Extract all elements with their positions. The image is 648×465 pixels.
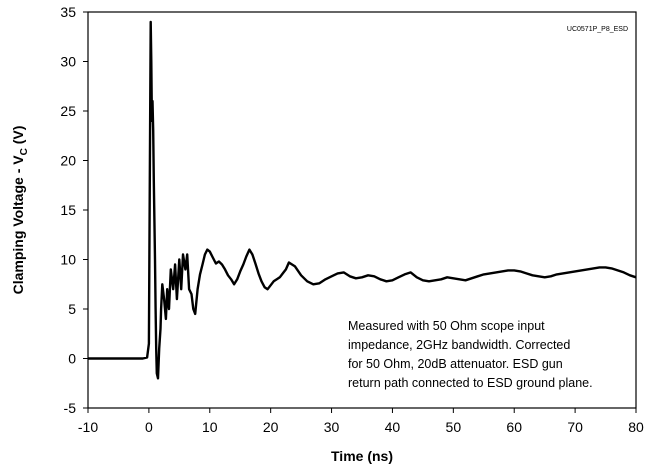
annotation-line-2: impedance, 2GHz bandwidth. Corrected bbox=[348, 338, 570, 352]
y-axis-ticks: -5 0 5 10 15 20 25 30 35 bbox=[60, 4, 88, 416]
x-tick-label: 70 bbox=[567, 419, 583, 435]
x-tick-label: 0 bbox=[145, 419, 153, 435]
y-tick-label: 15 bbox=[60, 202, 76, 218]
x-tick-label: 40 bbox=[385, 419, 401, 435]
y-axis-title-main: Clamping Voltage - V bbox=[10, 155, 26, 295]
x-axis-title: Time (ns) bbox=[331, 448, 393, 464]
y-tick-label: -5 bbox=[64, 400, 77, 416]
annotation-box bbox=[339, 313, 635, 407]
y-tick-label: 10 bbox=[60, 252, 76, 268]
annotation-line-4: return path connected to ESD ground plan… bbox=[348, 376, 593, 390]
x-tick-label: 20 bbox=[263, 419, 279, 435]
x-tick-label: 60 bbox=[506, 419, 522, 435]
x-tick-label: 80 bbox=[628, 419, 644, 435]
y-tick-label: 25 bbox=[60, 103, 76, 119]
x-tick-label: 30 bbox=[324, 419, 340, 435]
y-tick-label: 30 bbox=[60, 54, 76, 70]
x-tick-label: 10 bbox=[202, 419, 218, 435]
y-tick-label: 0 bbox=[68, 351, 76, 367]
clamping-voltage-line bbox=[88, 20, 637, 380]
annotation-line-1: Measured with 50 Ohm scope input bbox=[348, 319, 545, 333]
x-axis-ticks: -10 0 10 20 30 40 50 60 70 80 bbox=[78, 408, 644, 435]
y-tick-label: 20 bbox=[60, 153, 76, 169]
x-tick-label: 50 bbox=[446, 419, 462, 435]
figure-id: UC0571P_P8_ESD bbox=[567, 26, 628, 33]
y-axis-title: Clamping Voltage - VC (V) bbox=[10, 126, 30, 295]
annotation-line-3: for 50 Ohm, 20dB attenuator. ESD gun bbox=[348, 357, 563, 371]
y-tick-label: 5 bbox=[68, 301, 76, 317]
y-axis-title-unit: (V) bbox=[10, 126, 26, 149]
y-tick-label: 35 bbox=[60, 4, 76, 20]
x-tick-label: -10 bbox=[78, 419, 98, 435]
y-axis-title-subscript: C bbox=[19, 148, 30, 155]
